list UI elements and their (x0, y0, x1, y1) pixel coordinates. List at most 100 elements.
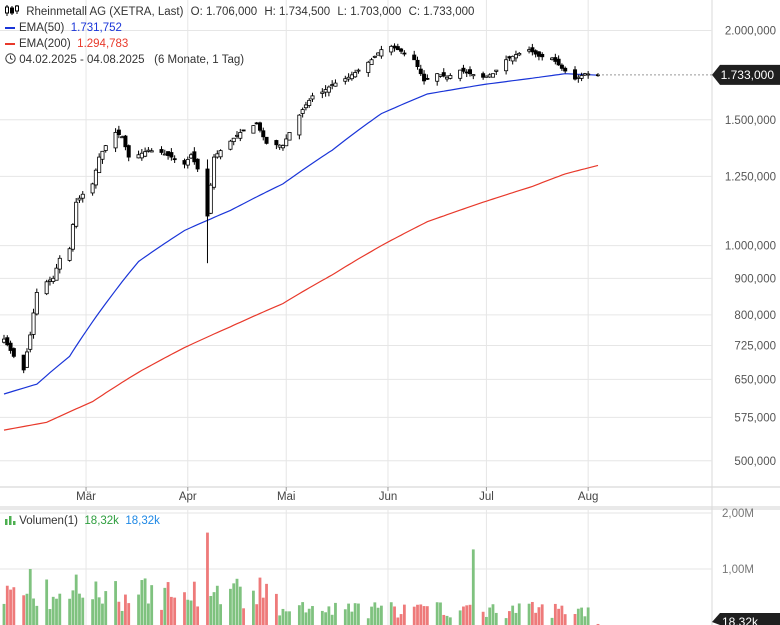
candle-body (103, 145, 108, 151)
volume-bar (419, 604, 423, 625)
volume-bar (435, 602, 439, 625)
ema200-legend[interactable]: EMA(200) 1.294,783 (5, 36, 478, 52)
volume-bar (416, 604, 419, 625)
candle-body (284, 138, 289, 147)
candle-body (136, 154, 141, 159)
candle-body (162, 153, 167, 156)
candle-body (21, 354, 26, 371)
volume-bar (347, 603, 350, 625)
candle-body (166, 151, 171, 156)
volume-bar (563, 614, 567, 625)
candle-body (228, 140, 233, 150)
candle-body (458, 69, 463, 79)
volume-bar (540, 604, 544, 625)
candle-body (349, 74, 354, 80)
volume-bar (491, 604, 495, 625)
volume-bar (462, 606, 465, 625)
volume-bar (439, 602, 442, 625)
volume-value-1: 18,32k (84, 515, 119, 527)
volume-bar (169, 596, 173, 625)
volume-bar (448, 617, 452, 625)
candle-body (402, 52, 407, 55)
volume-bar (160, 609, 163, 625)
volume-bar (81, 597, 85, 625)
candle-body (47, 279, 52, 282)
volume-bar (304, 612, 308, 625)
volume-bar (576, 608, 580, 625)
candle-body (422, 73, 427, 82)
candle-body (93, 169, 98, 186)
volume-bar (380, 605, 383, 625)
volume-bar (117, 601, 121, 625)
volume-bar (281, 608, 285, 625)
volume-bar (127, 603, 131, 625)
volume-bar (255, 604, 259, 625)
volume-bar (140, 580, 144, 625)
volume-bar (530, 601, 534, 625)
volume-current-label: 18,32k (722, 615, 759, 625)
volume-bar (74, 574, 78, 625)
volume-bar (366, 618, 370, 625)
candle-body (195, 158, 200, 170)
candle-body (2, 338, 7, 343)
ema200-line (3, 164, 599, 431)
candle-body (139, 152, 144, 159)
candle-body (149, 150, 154, 153)
y-tick-label: 1.500,000 (725, 115, 776, 127)
candle-body (277, 144, 282, 148)
candle-body (573, 69, 578, 80)
y-tick-label: 1.000,000 (725, 241, 776, 253)
candle-body (159, 149, 164, 153)
volume-bar (412, 606, 416, 625)
candle-body (208, 184, 213, 214)
volume-bar (288, 611, 291, 625)
candle-body (323, 89, 328, 93)
volume-bar (389, 602, 393, 625)
candle-body (5, 337, 10, 346)
candle-body (326, 86, 331, 93)
volume-legend: Volumen(1) 18,32k 18,32k (5, 515, 160, 527)
volume-bar (422, 606, 426, 625)
ema50-line (3, 73, 599, 395)
ema200-label: EMA(200) (19, 38, 71, 50)
candle-body (300, 109, 305, 114)
instrument-title: Rheinmetall AG (XETRA, Last) (26, 6, 184, 18)
candle-body (185, 159, 190, 166)
ema50-legend[interactable]: EMA(50) 1.731,752 (5, 20, 478, 36)
candle-body (438, 74, 443, 77)
candle-body (44, 281, 49, 295)
candle-body (205, 168, 210, 217)
volume-bar (215, 585, 219, 625)
volume-bar (206, 532, 209, 625)
candle-body (399, 48, 404, 52)
volume-bar (301, 602, 305, 625)
volume-bar (51, 596, 55, 625)
volume-bar (297, 605, 301, 625)
candle-body (504, 59, 509, 72)
candle-body (90, 183, 95, 194)
candle-body (235, 134, 240, 137)
candle-body (487, 74, 492, 78)
volume-bar (219, 604, 222, 625)
volume-bar (242, 608, 245, 625)
volume-label: Volumen(1) (19, 515, 79, 527)
candle-body (389, 45, 394, 53)
candle-body (34, 292, 39, 315)
candle-body (172, 158, 177, 161)
candle-body (70, 224, 75, 250)
candle-body (189, 154, 194, 159)
volume-bar (334, 602, 337, 625)
chart-legend: Rheinmetall AG (XETRA, Last) O: 1.706,00… (5, 4, 478, 68)
bar-chart-icon (5, 515, 19, 527)
candle-body (116, 129, 121, 135)
volume-bar (458, 610, 462, 625)
volume-bar (471, 549, 475, 625)
candle-body (100, 150, 105, 160)
range-detail: (6 Monate, 1 Tag) (154, 54, 245, 66)
volume-bar (97, 597, 101, 625)
last-price-tag (712, 64, 780, 85)
candle-body (366, 61, 371, 73)
volume-bar (22, 595, 26, 625)
volume-bar (189, 600, 193, 625)
